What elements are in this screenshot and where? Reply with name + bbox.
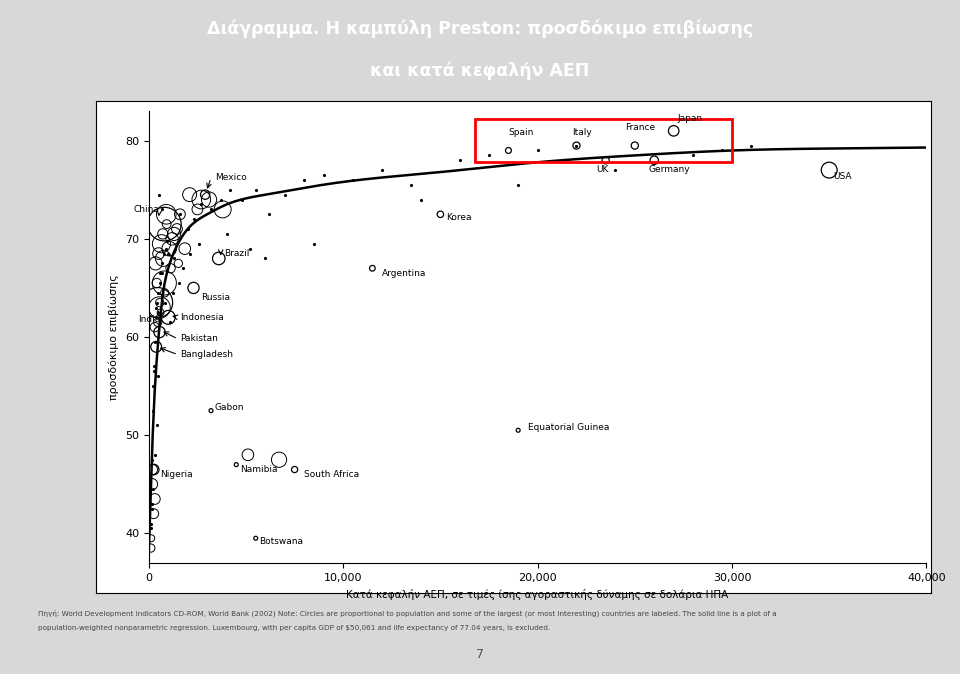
Point [647,155,662,166]
Point [202,194,217,205]
Text: Brazil: Brazil [225,249,250,258]
Text: Botswana: Botswana [259,537,303,546]
Point [146,464,161,475]
Text: Nigeria: Nigeria [160,470,193,479]
Text: Russia: Russia [202,293,230,302]
Point [287,464,302,475]
Point [511,425,526,435]
Point [144,479,159,489]
Point [198,189,213,200]
Point [627,140,642,151]
Bar [475,119,732,162]
Point [156,218,172,229]
Point [240,450,255,460]
Point [148,258,163,269]
Point [152,297,167,308]
Text: Spain: Spain [509,128,534,137]
Text: Germany: Germany [648,164,690,174]
Point [145,464,160,475]
Point [182,189,198,200]
Text: China: China [133,205,159,214]
Point [147,493,162,504]
Text: Namibia: Namibia [240,465,277,474]
Point [228,459,244,470]
Point [169,224,184,235]
Point [153,307,168,318]
Point [433,209,448,220]
Point [166,228,181,239]
Point [172,209,187,220]
Point [204,405,219,416]
Text: UK: UK [596,164,609,174]
Point [152,327,167,338]
Point [156,228,171,239]
Point [150,317,165,328]
Text: Πηγή: World Development Indicators CD-ROM, World Bank (2002) Note: Circles are p: Πηγή: World Development Indicators CD-RO… [38,610,777,617]
Point [159,218,175,229]
Text: South Africa: South Africa [304,470,359,479]
Text: Argentina: Argentina [382,269,426,278]
Point [822,164,837,175]
Text: Διάγραμμα. Η καμπύλη Preston: προσδόκιμο επιβίωσης: Διάγραμμα. Η καμπύλη Preston: προσδόκιμο… [207,20,753,38]
Point [215,204,230,215]
Point [152,302,167,313]
Text: India: India [137,315,160,324]
Point [151,248,166,259]
Text: 7: 7 [476,648,484,661]
Point [146,508,161,519]
Point [177,243,192,254]
Text: και κατά κεφαλήν ΑΕΠ: και κατά κεφαλήν ΑΕΠ [371,62,589,80]
Point [171,258,186,269]
Point [157,287,173,298]
Point [501,145,516,156]
Text: USA: USA [833,173,852,181]
Point [598,155,613,166]
Text: Korea: Korea [446,213,471,222]
Point [186,282,202,293]
Text: Japan: Japan [678,114,703,123]
Point [666,125,682,136]
Point [149,342,164,353]
Point [365,263,380,274]
Point [149,278,164,288]
Point [143,543,158,553]
Point [160,312,176,323]
Text: Bangladesh: Bangladesh [180,350,233,359]
Point [144,533,159,544]
Point [154,239,169,249]
Point [248,533,263,544]
Point [161,243,177,254]
Text: Mexico: Mexico [215,173,247,183]
Point [158,209,174,220]
Point [569,140,585,151]
Point [211,253,227,264]
Text: population-weighted nonparametric regression. Luxembourg, with per capita GDP of: population-weighted nonparametric regres… [38,625,551,632]
Text: Gabon: Gabon [215,403,245,412]
Text: Equatorial Guinea: Equatorial Guinea [528,423,610,432]
Point [164,233,180,244]
Point [163,263,179,274]
Point [156,278,172,288]
X-axis label: Κατά κεφαλήν ΑΕΠ, σε τιμές ίσης αγοραστικής δύναμης σε δολάρια ΗΠΑ: Κατά κεφαλήν ΑΕΠ, σε τιμές ίσης αγοραστι… [347,590,729,601]
Point [150,297,165,308]
Point [190,204,205,215]
Point [272,454,287,465]
Point [147,321,162,332]
Text: Indonesia: Indonesia [180,313,224,322]
Point [156,253,171,264]
Text: France: France [625,123,656,132]
Point [194,194,209,205]
Text: Pakistan: Pakistan [180,334,218,344]
Y-axis label: προσδόκιμο επιβίωσης: προσδόκιμο επιβίωσης [108,274,119,400]
Text: Italy: Italy [572,128,592,137]
